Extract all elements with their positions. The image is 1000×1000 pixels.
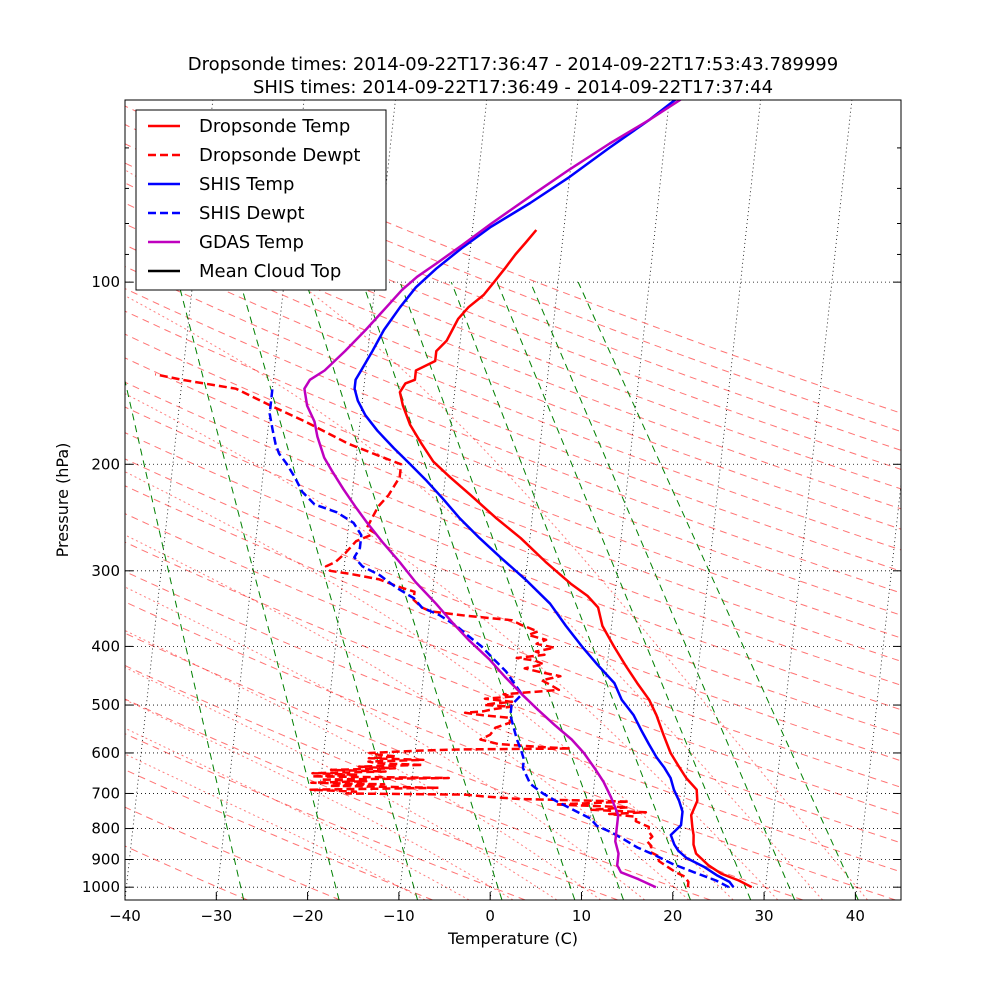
dry-adiabat-line xyxy=(125,541,901,844)
dry-adiabat-line xyxy=(125,432,901,736)
y-tick-label: 100 xyxy=(91,273,120,291)
y-tick-label: 700 xyxy=(91,784,120,802)
isotherm-line xyxy=(854,480,901,900)
y-tick-label: 300 xyxy=(91,562,120,580)
legend-label: SHIS Temp xyxy=(199,174,294,195)
chart-title-line-1: Dropsonde times: 2014-09-22T17:36:47 - 2… xyxy=(187,54,839,75)
mixing-ratio-line xyxy=(177,282,340,900)
moist-adiabat-line xyxy=(125,727,470,900)
mixing-ratio-line xyxy=(496,281,752,900)
dry-adiabat-line xyxy=(125,665,711,900)
x-tick-label: −30 xyxy=(200,907,232,925)
legend-label: Dropsonde Dewpt xyxy=(199,145,360,166)
isotherm-line xyxy=(581,100,670,900)
data-series xyxy=(155,100,753,889)
chart-title-line-2: SHIS times: 2014-09-22T17:36:49 - 2014-0… xyxy=(252,77,774,98)
mixing-ratio-line xyxy=(577,281,859,900)
x-axis-label: Temperature (C) xyxy=(447,929,578,948)
y-tick-label: 400 xyxy=(91,637,120,655)
y-tick-label: 600 xyxy=(91,744,120,762)
mixing-ratio-line xyxy=(362,281,576,900)
dry-adiabat-line xyxy=(125,265,901,572)
series-line-gdas-temp xyxy=(303,100,683,889)
dry-adiabat-line xyxy=(125,406,901,711)
y-tick-label: 1000 xyxy=(82,878,120,896)
dry-adiabat-line xyxy=(125,698,618,900)
y-tick-label: 900 xyxy=(91,850,120,868)
y-tick-label: 500 xyxy=(91,696,120,714)
legend: Dropsonde Temp Dropsonde Dewpt SHIS Temp SH… xyxy=(135,109,387,291)
moist-adiabat-line xyxy=(125,393,779,900)
series-line-dropsonde-dewpt xyxy=(155,373,690,888)
legend-label: Dropsonde Temp xyxy=(199,116,350,137)
x-tick-label: −40 xyxy=(109,907,141,925)
dry-adiabat-line xyxy=(125,601,896,900)
x-tick-label: −10 xyxy=(383,907,415,925)
moist-adiabat-line xyxy=(125,699,514,900)
isotherm-line xyxy=(0,100,30,900)
mixing-ratio-line xyxy=(239,281,419,900)
dry-adiabat-line xyxy=(125,244,901,551)
dry-adiabat-line xyxy=(125,513,901,816)
y-tick-label: 200 xyxy=(91,455,120,473)
isotherm-line xyxy=(34,100,122,900)
moist-adiabat-line xyxy=(125,471,734,900)
isotherm-line xyxy=(763,100,853,900)
moist-adiabat-line xyxy=(125,534,690,900)
x-tick-label: 0 xyxy=(485,907,495,925)
moist-adiabat-line xyxy=(125,666,558,900)
y-axis-label: Pressure (hPa) xyxy=(53,443,72,558)
series-line-shis-dewpt xyxy=(268,388,730,889)
x-tick-label: 10 xyxy=(572,907,591,925)
x-tick-label: 20 xyxy=(663,907,682,925)
legend-label: GDAS Temp xyxy=(199,232,304,253)
dry-adiabat-line xyxy=(125,769,433,900)
mixing-ratio-line xyxy=(529,281,796,900)
moist-adiabat-line xyxy=(125,295,823,900)
dry-adiabat-line xyxy=(125,182,901,490)
dry-adiabat-line xyxy=(125,570,901,873)
isotherm-line xyxy=(947,100,1000,900)
x-tick-label: 30 xyxy=(755,907,774,925)
mixing-ratio-line xyxy=(450,281,691,900)
moist-adiabat-line xyxy=(125,753,426,900)
legend-box xyxy=(135,109,387,291)
plot-frame xyxy=(124,99,902,901)
pressure-gridlines xyxy=(125,281,901,888)
background-lines xyxy=(0,100,1000,900)
dry-adiabat-line xyxy=(125,845,248,900)
series-line-dropsonde-temp xyxy=(398,229,753,889)
mixing-ratio-line xyxy=(399,281,624,900)
dry-adiabat-line xyxy=(125,733,526,900)
moist-adiabat-line xyxy=(125,586,646,900)
dry-adiabat-line xyxy=(125,632,804,900)
isotherm-line xyxy=(672,100,761,900)
legend-label: Mean Cloud Top xyxy=(199,261,341,282)
dry-adiabat-line xyxy=(125,333,901,639)
series-line-shis-temp xyxy=(353,100,735,888)
dry-adiabat-line xyxy=(125,202,901,510)
mixing-ratio-line xyxy=(125,378,245,900)
legend-label: SHIS Dewpt xyxy=(199,203,305,224)
moist-adiabat-line xyxy=(125,169,868,900)
y-tick-label: 800 xyxy=(91,820,120,838)
x-tick-label: −20 xyxy=(292,907,324,925)
x-tick-label: 40 xyxy=(846,907,865,925)
